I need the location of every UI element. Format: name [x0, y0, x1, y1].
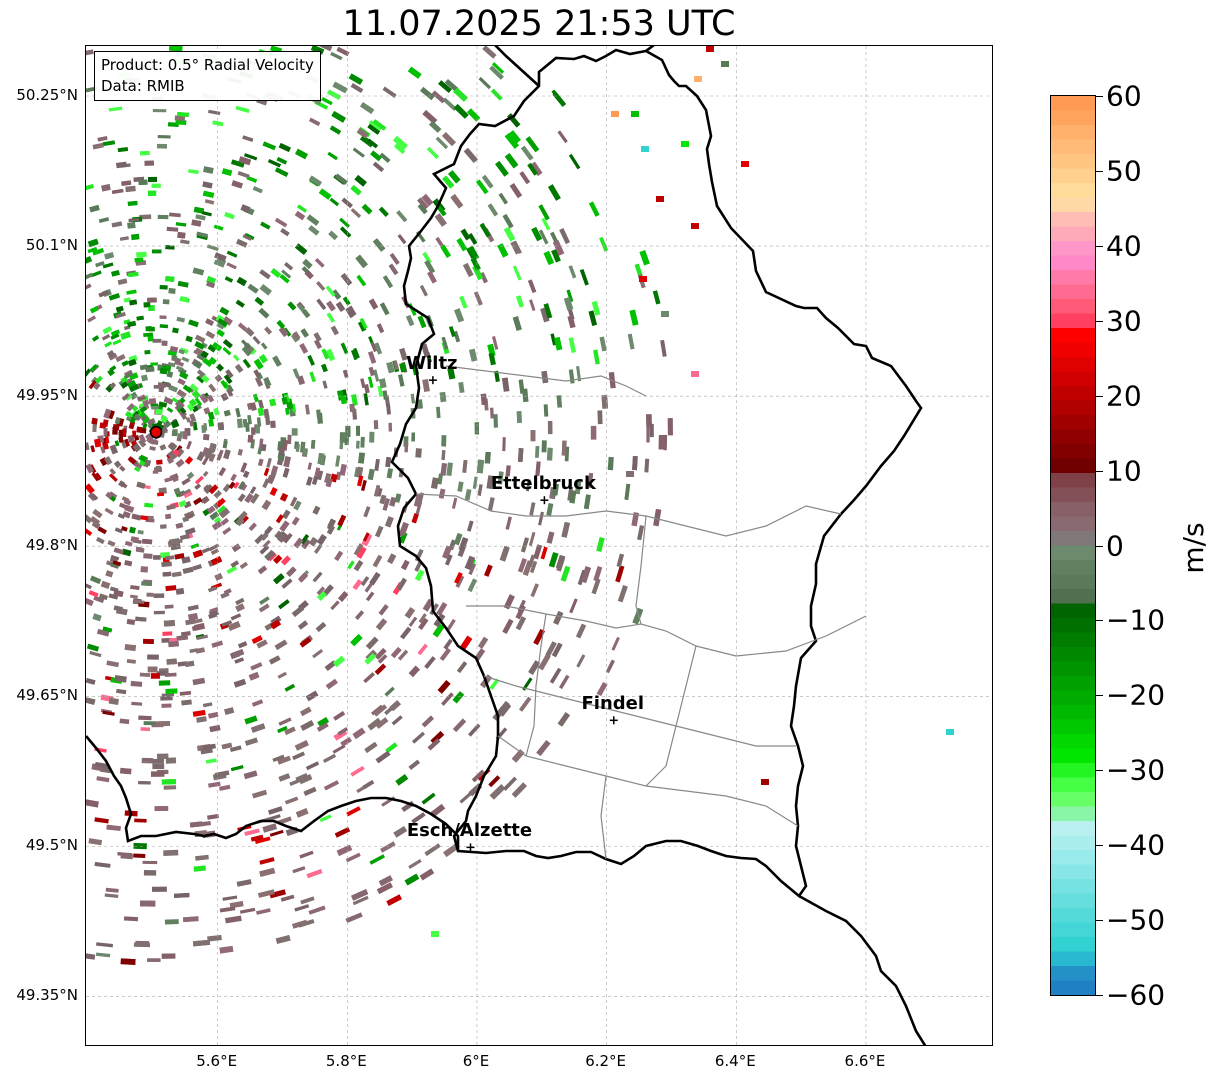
- colorbar-tick-label: 60: [1106, 79, 1142, 113]
- colorbar-tick: [1096, 320, 1103, 322]
- longitude-label: 6°E: [462, 1052, 490, 1070]
- latitude-label: 49.8°N: [25, 536, 78, 555]
- colorbar-tick: [1096, 545, 1103, 547]
- latitude-label: 49.35°N: [16, 986, 78, 1005]
- colorbar-unit-label: m/s: [1177, 522, 1207, 574]
- colorbar-tick-label: 50: [1106, 154, 1142, 188]
- city-label: Esch/Alzette: [406, 820, 533, 842]
- longitude-label: 6.2°E: [585, 1052, 627, 1070]
- product-label: Product: 0.5° Radial Velocity: [101, 56, 314, 74]
- map-panel: [85, 45, 993, 1046]
- colorbar-tick: [1096, 96, 1103, 97]
- latitude-label: 49.5°N: [25, 836, 78, 855]
- colorbar-tick: [1096, 620, 1103, 622]
- colorbar-tick: [1096, 245, 1103, 247]
- chart-title: 11.07.2025 21:53 UTC: [342, 4, 736, 44]
- latitude-label: 49.95°N: [16, 386, 78, 405]
- radar-site-marker: [149, 425, 163, 439]
- colorbar: [1050, 95, 1096, 996]
- colorbar-tick-label: −50: [1106, 903, 1166, 937]
- city-label: Wiltz: [406, 353, 458, 375]
- colorbar-tick: [1096, 695, 1103, 697]
- colorbar-tick-label: −30: [1106, 753, 1166, 787]
- german-border: [494, 46, 540, 87]
- country-borders: [86, 46, 927, 1045]
- luxembourg-border: [390, 48, 923, 898]
- colorbar-tick-label: 10: [1106, 454, 1142, 488]
- longitude-label: 6.4°E: [714, 1052, 756, 1070]
- colorbar-tick-label: −40: [1106, 828, 1166, 862]
- city-label: Ettelbruck: [490, 473, 596, 495]
- canton-borders: [415, 365, 867, 860]
- colorbar-tick: [1096, 995, 1103, 996]
- longitude-label: 5.6°E: [196, 1052, 238, 1070]
- data-source-label: Data: RMIB: [101, 77, 185, 95]
- colorbar-tick: [1096, 395, 1103, 397]
- colorbar-tick: [1096, 845, 1103, 847]
- latitude-label: 50.1°N: [25, 236, 78, 255]
- north-german-border: [645, 46, 655, 53]
- radar-echo-layer: [86, 46, 954, 965]
- radar-map: [86, 46, 992, 1045]
- colorbar-tick: [1096, 920, 1103, 922]
- colorbar-tick-label: −60: [1106, 978, 1166, 1012]
- french-border: [86, 735, 460, 851]
- colorbar-tick-label: 20: [1106, 379, 1142, 413]
- longitude-label: 6.6°E: [844, 1052, 886, 1070]
- colorbar-tick: [1096, 170, 1103, 172]
- colorbar-tick-label: −10: [1106, 603, 1166, 637]
- latitude-label: 49.65°N: [16, 686, 78, 705]
- city-markers: [428, 376, 618, 852]
- product-info-box: Product: 0.5° Radial Velocity Data: RMIB: [94, 51, 321, 101]
- colorbar-tick: [1096, 770, 1103, 772]
- lorraine-border: [798, 894, 927, 1045]
- longitude-label: 5.8°E: [325, 1052, 367, 1070]
- latitude-label: 50.25°N: [16, 86, 78, 104]
- colorbar-tick-label: −20: [1106, 678, 1166, 712]
- city-label: Findel: [581, 693, 645, 715]
- colorbar-tick-label: 0: [1106, 529, 1124, 562]
- colorbar-tick: [1096, 470, 1103, 472]
- colorbar-tick-label: 30: [1106, 304, 1142, 338]
- colorbar-tick-label: 40: [1106, 229, 1142, 263]
